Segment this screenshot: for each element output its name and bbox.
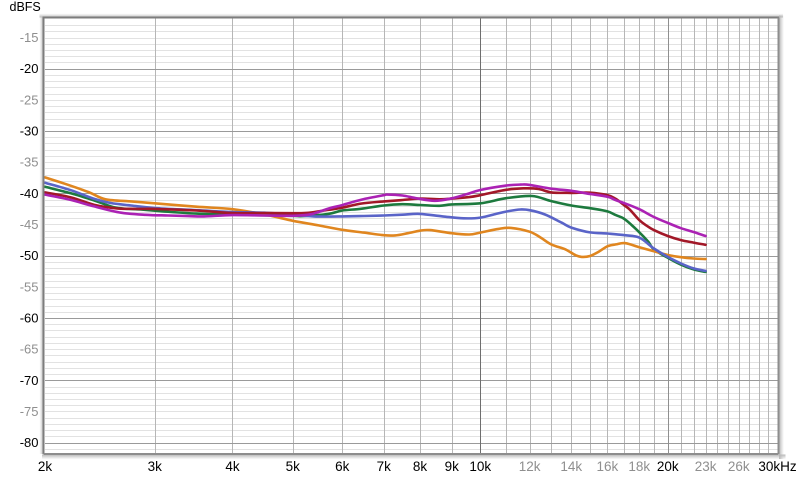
svg-text:9k: 9k [445, 459, 460, 474]
svg-text:2k: 2k [38, 459, 53, 474]
svg-text:-75: -75 [20, 404, 39, 419]
svg-text:16k: 16k [597, 459, 619, 474]
svg-text:-65: -65 [20, 342, 39, 357]
svg-text:-45: -45 [20, 217, 39, 232]
svg-text:-80: -80 [20, 435, 39, 450]
svg-text:-40: -40 [20, 186, 39, 201]
svg-text:-30: -30 [20, 124, 39, 139]
svg-text:-60: -60 [20, 311, 39, 326]
svg-text:26k: 26k [728, 459, 750, 474]
svg-text:10k: 10k [469, 459, 491, 474]
svg-text:7k: 7k [377, 459, 392, 474]
svg-text:23k: 23k [695, 459, 717, 474]
svg-text:-35: -35 [20, 155, 39, 170]
svg-text:18k: 18k [628, 459, 650, 474]
svg-text:-15: -15 [20, 30, 39, 45]
svg-text:-50: -50 [20, 248, 39, 263]
svg-text:14k: 14k [560, 459, 582, 474]
svg-text:8k: 8k [413, 459, 428, 474]
svg-text:20k: 20k [657, 459, 679, 474]
svg-text:dBFS: dBFS [10, 0, 41, 14]
svg-text:12k: 12k [519, 459, 541, 474]
svg-text:-70: -70 [20, 373, 39, 388]
svg-text:30kHz: 30kHz [758, 459, 797, 474]
svg-text:-55: -55 [20, 279, 39, 294]
svg-text:5k: 5k [286, 459, 301, 474]
svg-text:-20: -20 [20, 61, 39, 76]
svg-text:3k: 3k [148, 459, 163, 474]
svg-text:4k: 4k [225, 459, 240, 474]
svg-text:6k: 6k [335, 459, 350, 474]
svg-text:-25: -25 [20, 92, 39, 107]
